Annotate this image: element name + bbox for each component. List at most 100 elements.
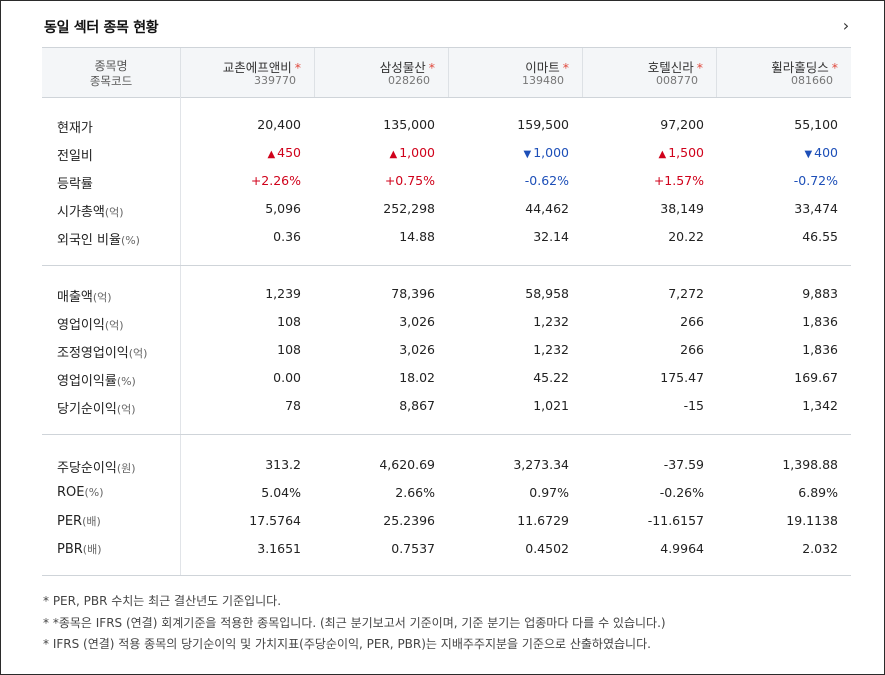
cell-value-text: 1,021 [533, 398, 569, 413]
cell-value: 20,400 [257, 117, 301, 132]
cell-value-text: 14.88 [399, 229, 435, 244]
cell-value: 25.2396 [383, 513, 435, 528]
cell-value-text: 17.5764 [249, 513, 301, 528]
stock-code: 008770 [656, 74, 698, 87]
cell-value-text: -37.59 [663, 457, 704, 472]
triangle-down-icon: ▼ [804, 149, 813, 160]
column-divider [180, 97, 181, 265]
cell-value: 2.66% [395, 485, 435, 500]
cell-value-text: 2.66% [395, 485, 435, 500]
row-unit: (%) [120, 234, 140, 247]
cell-value-text: 18.02 [399, 370, 435, 385]
cell-value-text: 8,867 [399, 398, 435, 413]
cell-value-text: 313.2 [265, 457, 301, 472]
cell-value: 135,000 [383, 117, 435, 132]
stock-code: 139480 [522, 74, 564, 87]
footnote: * IFRS (연결) 적용 종목의 당기순이익 및 가치지표(주당순이익, P… [43, 637, 651, 651]
cell-value-text: 266 [680, 314, 704, 329]
row-label-text: 시가총액 [57, 205, 105, 220]
cell-value-text: 1,000 [399, 145, 435, 160]
cell-value-text: 3.1651 [257, 541, 301, 556]
row-label-text: PBR [57, 542, 83, 557]
cell-value-text: 3,026 [399, 342, 435, 357]
row-label-text: ROE [57, 485, 85, 500]
row-label-text: 조정영업이익 [57, 346, 129, 361]
row-label: PBR(배) [57, 541, 102, 557]
table-section: 주당순이익(원) 313.2 4,620.69 3,273.34 -37.59 1,398… [42, 435, 851, 575]
triangle-up-icon: ▲ [267, 149, 276, 160]
triangle-up-icon: ▲ [658, 149, 667, 160]
row-label-text: 외국인 비율 [57, 233, 121, 248]
cell-value-text: 55,100 [794, 117, 838, 132]
cell-value: 1,232 [533, 342, 569, 357]
stock-code: 028260 [388, 74, 430, 87]
stock-name-link[interactable]: 휠라홀딩스 [771, 60, 829, 75]
cell-value: 0.36 [273, 229, 301, 244]
cell-value-text: 159,500 [517, 117, 569, 132]
cell-value: 1,021 [533, 398, 569, 413]
cell-value: 108 [277, 314, 301, 329]
table-row: 영업이익(억) 108 3,026 1,232 266 1,836 [42, 308, 851, 336]
cell-value: 46.55 [802, 229, 838, 244]
cell-value: 5,096 [265, 201, 301, 216]
cell-value-text: 1,000 [533, 145, 569, 160]
cell-value-text: 7,272 [668, 286, 704, 301]
cell-value: -0.62% [525, 173, 569, 188]
chevron-right-icon[interactable]: › [842, 16, 850, 35]
table-row: 조정영업이익(억) 108 3,026 1,232 266 1,836 [42, 336, 851, 364]
cell-value-text: 3,026 [399, 314, 435, 329]
cell-value: 17.5764 [249, 513, 301, 528]
row-label: 외국인 비율(%) [57, 229, 140, 248]
table-row: 현재가 20,400 135,000 159,500 97,200 55,100 [42, 111, 851, 139]
stock-name-link[interactable]: 이마트 [525, 60, 560, 75]
cell-value-text: 175.47 [660, 370, 704, 385]
cell-value-text: 1,239 [265, 286, 301, 301]
cell-value: 18.02 [399, 370, 435, 385]
stock-code-header: 종목코드 [89, 74, 133, 88]
cell-value: 313.2 [265, 457, 301, 472]
row-label-text: 전일비 [57, 149, 93, 164]
ifrs-marker: * [428, 60, 435, 75]
row-label-text: 영업이익 [57, 318, 105, 333]
stock-name: 삼성물산 * [380, 57, 435, 76]
cell-value-text: -0.72% [793, 173, 838, 188]
cell-value: 1,232 [533, 314, 569, 329]
row-unit: (%) [84, 486, 104, 499]
stock-name: 호텔신라 * [648, 57, 703, 76]
cell-value-text: -0.26% [659, 485, 704, 500]
cell-value: 44,462 [525, 201, 569, 216]
stock-name-link[interactable]: 삼성물산 [379, 60, 426, 75]
table-header: 종목명 종목코드 교촌에프앤비 * 339770 삼성물산 * 028260 이마트 * 139… [42, 47, 851, 98]
stock-name-link[interactable]: 교촌에프앤비 [222, 60, 292, 75]
cell-value-text: 1,398.88 [782, 457, 838, 472]
cell-value: 0.7537 [391, 541, 435, 556]
cell-value-text: 25.2396 [383, 513, 435, 528]
footnotes: * PER, PBR 수치는 최근 결산년도 기준입니다. * *종목은 IFR… [43, 591, 666, 656]
stock-header-cell: 휠라홀딩스 * 081660 [716, 48, 852, 97]
table-section: 매출액(억) 1,239 78,396 58,958 7,272 9,883 영업이익(억)… [42, 266, 851, 434]
cell-value: 252,298 [383, 201, 435, 216]
row-label-text: 주당순이익 [57, 461, 117, 476]
cell-value: 11.6729 [517, 513, 569, 528]
stock-name-link[interactable]: 호텔신라 [647, 60, 694, 75]
row-label: ROE(%) [57, 485, 104, 500]
cell-value: 78,396 [391, 286, 435, 301]
cell-value: 3,026 [399, 342, 435, 357]
stock-name: 이마트 * [525, 57, 569, 76]
cell-value: 1,342 [802, 398, 838, 413]
stock-header-cell: 삼성물산 * 028260 [314, 48, 449, 97]
cell-value: 0.97% [529, 485, 569, 500]
cell-value: 3,026 [399, 314, 435, 329]
cell-value-text: 3,273.34 [513, 457, 569, 472]
cell-value: 169.67 [794, 370, 838, 385]
cell-value: 7,272 [668, 286, 704, 301]
triangle-up-icon: ▲ [389, 149, 398, 160]
cell-value-text: 32.14 [533, 229, 569, 244]
row-label-text: 매출액 [57, 290, 93, 305]
row-unit: (배) [82, 543, 102, 556]
row-unit: (억) [104, 319, 124, 332]
cell-value: 159,500 [517, 117, 569, 132]
row-unit: (원) [116, 462, 136, 475]
panel-title: 동일 섹터 종목 현황 [44, 20, 159, 36]
cell-value: ▼ 1,000 [524, 145, 570, 160]
